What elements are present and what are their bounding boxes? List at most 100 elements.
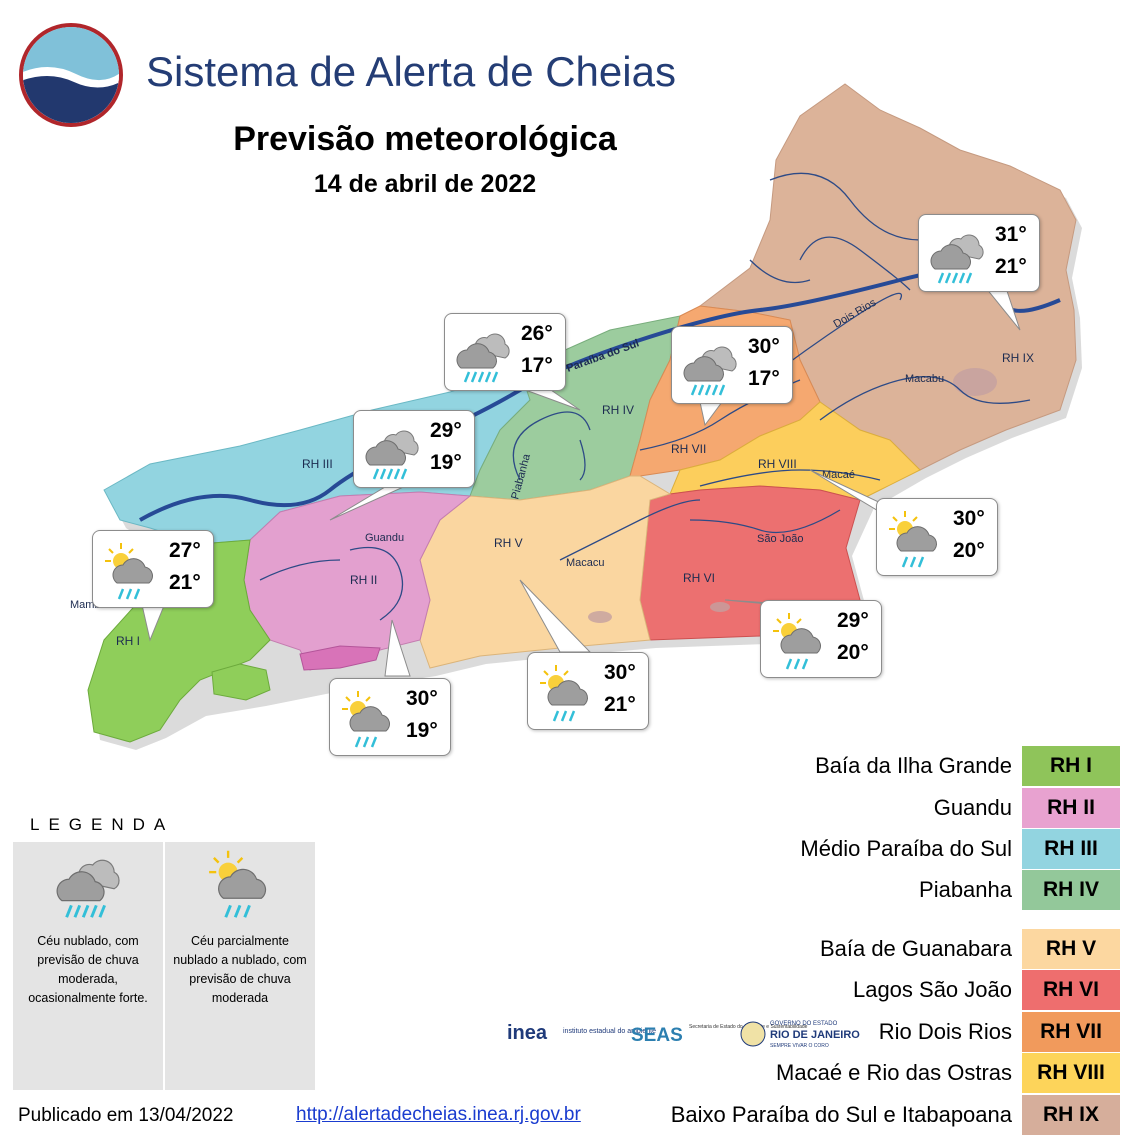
region-code-badge: RH VI — [1022, 970, 1120, 1010]
region-label: RH VIII — [758, 457, 797, 471]
legend-item-cloudy: Céu nublado, com previsão de chuva moder… — [13, 842, 163, 1090]
partly-cloudy-rain-icon — [540, 665, 588, 722]
forecast-bubble-rh-vii: 30° 17° — [671, 326, 793, 404]
max-temperature: 29° — [430, 419, 462, 442]
legend-item-partly-cloudy: Céu parcialmente nublado a nublado, com … — [165, 842, 315, 1090]
institution-logos: inea instituto estadual do ambiente SEAS… — [507, 1021, 860, 1049]
region-key-row: Rio Dois Rios RH VII — [879, 1012, 1120, 1052]
rio-de-janeiro-hydrographic-map: Paraíba do Sul Dois Rios Macabu Macaé Sã… — [70, 83, 1082, 750]
region-name: Baía de Guanabara — [819, 936, 1012, 961]
river-label: Guandu — [365, 532, 404, 544]
region-label: RH VI — [683, 571, 715, 585]
max-temperature: 30° — [604, 661, 636, 684]
partly-cloudy-rain-icon — [209, 850, 267, 918]
region-key-row: Lagos São João RH VI — [853, 970, 1120, 1010]
gov-logo: RIO DE JANEIRO — [770, 1029, 860, 1041]
region-key-row: Médio Paraíba do Sul RH III — [800, 829, 1120, 869]
legend-description: Céu nublado, com previsão de chuva moder… — [28, 934, 148, 1005]
region-name: Guandu — [933, 795, 1012, 820]
app-title: Sistema de Alerta de Cheias — [146, 48, 676, 95]
region-labels: RH I RH II RH III RH IV RH V RH VI RH VI… — [116, 351, 1034, 648]
min-temperature: 19° — [406, 719, 438, 742]
region-key-row: Macaé e Rio das Ostras RH VIII — [776, 1053, 1120, 1093]
region-code-badge: RH VIII — [1022, 1053, 1120, 1093]
region-code-badge: RH I — [1022, 746, 1120, 786]
tributaries — [259, 172, 1031, 621]
region-key-row: Baía da Ilha Grande RH I — [815, 746, 1120, 786]
cloudy-rain-icon — [930, 234, 984, 284]
partly-cloudy-rain-icon — [105, 543, 153, 600]
forecast-bubble-rh-ii: 30° 19° — [329, 678, 451, 756]
legend-title: LEGENDA — [30, 815, 175, 834]
cloudy-rain-icon — [365, 430, 419, 480]
region-label: RH V — [494, 536, 523, 550]
forecast-bubble-rh-vi: 29° 20° — [760, 600, 882, 678]
river-label: Macacu — [566, 557, 605, 569]
min-temperature: 20° — [837, 641, 869, 664]
region-code-badge: RH V — [1022, 929, 1120, 969]
min-temperature: 17° — [748, 367, 780, 390]
gov-logo-top: GOVERNO DO ESTADO — [770, 1021, 838, 1027]
max-temperature: 30° — [953, 507, 985, 530]
river-label: Macabu — [905, 373, 944, 385]
region-code-badge: RH IV — [1022, 870, 1120, 910]
sistema-alerta-logo — [19, 23, 123, 127]
region-label: RH II — [350, 573, 377, 587]
page-title: Previsão meteorológica — [233, 120, 617, 158]
region-name: Piabanha — [919, 877, 1012, 902]
cloudy-rain-icon — [683, 346, 737, 396]
min-temperature: 21° — [169, 571, 201, 594]
region-key-row: Baixo Paraíba do Sul e Itabapoana RH IX — [671, 1095, 1120, 1135]
published-date: Publicado em 13/04/2022 — [18, 1105, 234, 1126]
min-temperature: 17° — [521, 354, 553, 377]
region-key-row: Guandu RH II — [934, 788, 1120, 828]
min-temperature: 21° — [995, 255, 1027, 278]
partly-cloudy-rain-icon — [889, 511, 937, 568]
min-temperature: 20° — [953, 539, 985, 562]
gov-logo-subtitle: SEMPRE VIVAR O CORO — [770, 1043, 829, 1049]
region-name: Macaé e Rio das Ostras — [776, 1060, 1012, 1085]
region-label: RH IV — [602, 403, 634, 417]
inea-logo: inea — [507, 1022, 548, 1044]
max-temperature: 27° — [169, 539, 201, 562]
region-name: Lagos São João — [852, 977, 1012, 1002]
region-code-badge: RH III — [1022, 829, 1120, 869]
region-name: Médio Paraíba do Sul — [800, 836, 1012, 861]
max-temperature: 30° — [748, 335, 780, 358]
region-label: RH I — [116, 634, 140, 648]
region-key-row: Piabanha RH IV — [919, 870, 1120, 910]
legend-description: Céu parcialmente nublado a nublado, com … — [173, 934, 307, 1005]
region-code-badge: RH II — [1022, 788, 1120, 828]
forecast-bubble-rh-iii: 29° 19° — [353, 410, 475, 488]
region-label: RH III — [302, 457, 333, 471]
partly-cloudy-rain-icon — [342, 691, 390, 748]
max-temperature: 26° — [521, 322, 553, 345]
max-temperature: 30° — [406, 687, 438, 710]
region-label: RH IX — [1002, 351, 1034, 365]
max-temperature: 31° — [995, 223, 1027, 246]
inea-logo-subtitle: instituto estadual do ambiente — [563, 1028, 656, 1035]
max-temperature: 29° — [837, 609, 869, 632]
region-label: RH VII — [671, 442, 706, 456]
seas-logo: SEAS — [631, 1025, 683, 1046]
forecast-bubble-rh-viii: 30° 20° — [876, 498, 998, 576]
river-label: Macaé — [822, 469, 855, 481]
partly-cloudy-rain-icon — [773, 613, 821, 670]
forecast-bubble-rh-iv: 26° 17° — [444, 313, 566, 391]
region-name: Baixo Paraíba do Sul e Itabapoana — [670, 1102, 1012, 1127]
cloudy-rain-icon — [456, 333, 510, 383]
region-code-badge: RH IX — [1022, 1095, 1120, 1135]
min-temperature: 21° — [604, 693, 636, 716]
region-key-row: Baía de Guanabara RH V — [820, 929, 1120, 969]
cloudy-rain-icon — [56, 859, 120, 918]
river-label: São João — [757, 533, 803, 545]
region-name: Rio Dois Rios — [878, 1019, 1012, 1044]
forecast-bubble-rh-i: 27° 21° — [92, 530, 214, 608]
islands — [211, 645, 381, 701]
website-link[interactable]: http://alertadecheias.inea.rj.gov.br — [296, 1104, 581, 1125]
region-name: Baía da Ilha Grande — [815, 753, 1012, 778]
region-code-badge: RH VII — [1022, 1012, 1120, 1052]
lagoons — [588, 368, 997, 623]
forecast-bubble-rh-ix: 31° 21° — [918, 214, 1040, 292]
forecast-date: 14 de abril de 2022 — [313, 170, 537, 198]
